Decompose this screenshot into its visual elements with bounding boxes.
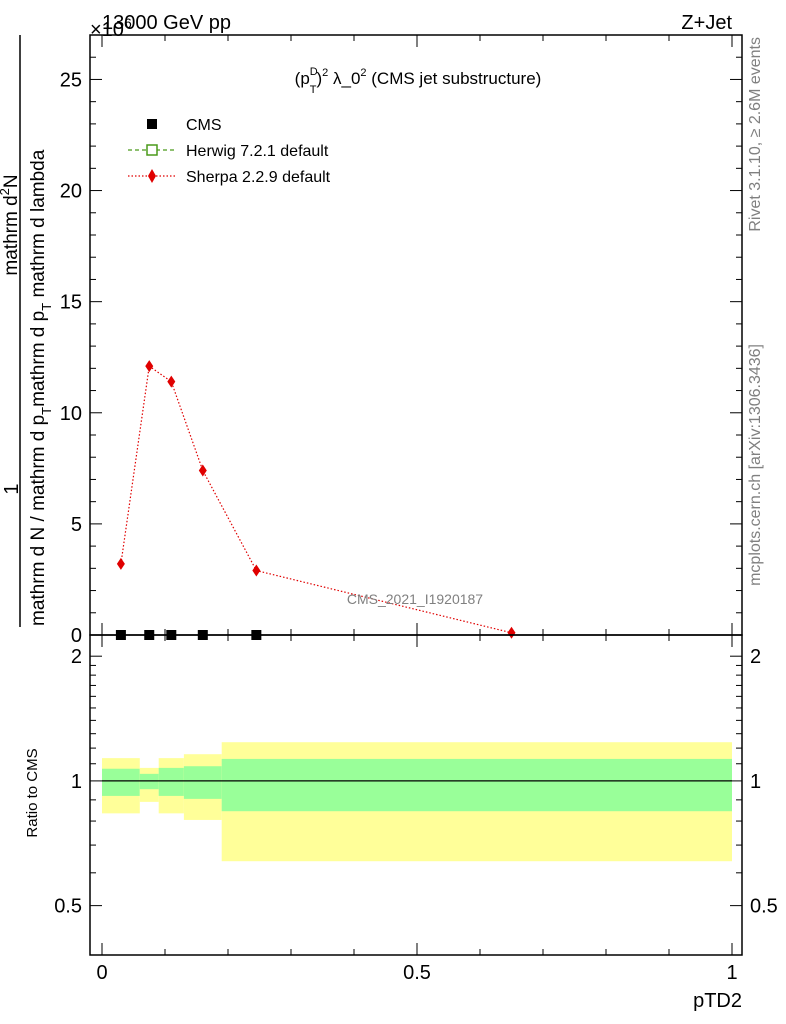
y-label-denominator: mathrm d N / mathrm d pTmathrm d pT math…: [28, 149, 54, 626]
x-tick-label: 0.5: [403, 962, 431, 984]
main-y-axis-label: 1 mathrm d2N mathrm d N / mathrm d pTmat…: [0, 35, 54, 627]
sherpa-point: [116, 557, 125, 570]
ratio-green-band: [221, 758, 732, 812]
main-y-tick-label: 0: [71, 625, 82, 647]
mcplots-label: mcplots.cern.ch [arXiv:1306.3436]: [747, 344, 764, 586]
legend-cms-marker: [147, 119, 157, 129]
main-y-ticks: 0 5 10 15 20 25: [60, 34, 742, 647]
energy-label: 13000 GeV pp: [102, 12, 231, 34]
ratio-y-tick-label-right: 1: [750, 771, 761, 793]
sherpa-point: [145, 360, 154, 373]
y-axis-exponent: ×106: [90, 15, 132, 41]
main-y-tick-label: 25: [60, 69, 82, 91]
ratio-green-band: [139, 773, 159, 790]
main-y-tick-label: 10: [60, 403, 82, 425]
main-y-tick-label: 15: [60, 292, 82, 314]
main-plot-title: (pD T)2 λ_02 (CMS jet substructure): [295, 66, 542, 96]
sherpa-point: [507, 626, 516, 639]
legend-sherpa-marker: [148, 169, 156, 183]
ratio-green-band: [158, 767, 184, 796]
x-tick-label: 1: [726, 962, 737, 984]
ratio-y-tick-label-left: 1: [71, 771, 82, 793]
x-tick-label: 0: [96, 962, 107, 984]
analysis-watermark: CMS_2021_I1920187: [347, 591, 483, 607]
ratio-y-tick-label-right: 0.5: [750, 896, 778, 918]
rivet-version-label: Rivet 3.1.10, ≥ 2.6M events: [747, 37, 764, 232]
legend: CMS Herwig 7.2.1 default Sherpa 2.2.9 de…: [128, 117, 331, 186]
sherpa-point: [167, 375, 176, 388]
y-label-d2n-numerator: mathrm d2N: [0, 174, 22, 275]
ratio-y-tick-label-left: 2: [71, 646, 82, 668]
legend-sherpa-label: Sherpa 2.2.9 default: [186, 169, 331, 186]
ratio-green-band: [183, 766, 222, 799]
process-label: Z+Jet: [681, 12, 732, 34]
legend-item-herwig: Herwig 7.2.1 default: [128, 143, 329, 160]
main-y-tick-label: 20: [60, 181, 82, 203]
sherpa-line: [120, 365, 512, 634]
ratio-y-tick-label-left: 0.5: [54, 896, 82, 918]
ratio-ticks: 0.5 0.5 1 1 2 2 0 0.5 1: [54, 635, 778, 984]
legend-item-sherpa: Sherpa 2.2.9 default: [128, 169, 331, 186]
legend-herwig-label: Herwig 7.2.1 default: [186, 143, 329, 160]
sherpa-point: [198, 464, 207, 477]
sherpa-point: [252, 564, 261, 577]
ratio-y-axis-label: Ratio to CMS: [24, 748, 41, 837]
y-label-numerator-one: 1: [1, 483, 23, 494]
ratio-plot-frame: [89, 634, 743, 956]
ratio-y-tick-label-right: 2: [750, 646, 761, 668]
ratio-green-band: [102, 768, 140, 796]
legend-cms-label: CMS: [186, 117, 222, 134]
main-y-tick-label: 5: [71, 514, 82, 536]
x-axis-label: pTD2: [693, 990, 742, 1012]
legend-item-cms: CMS: [147, 117, 222, 134]
ratio-uncertainty-bands: [102, 742, 732, 862]
legend-herwig-marker: [146, 144, 158, 156]
